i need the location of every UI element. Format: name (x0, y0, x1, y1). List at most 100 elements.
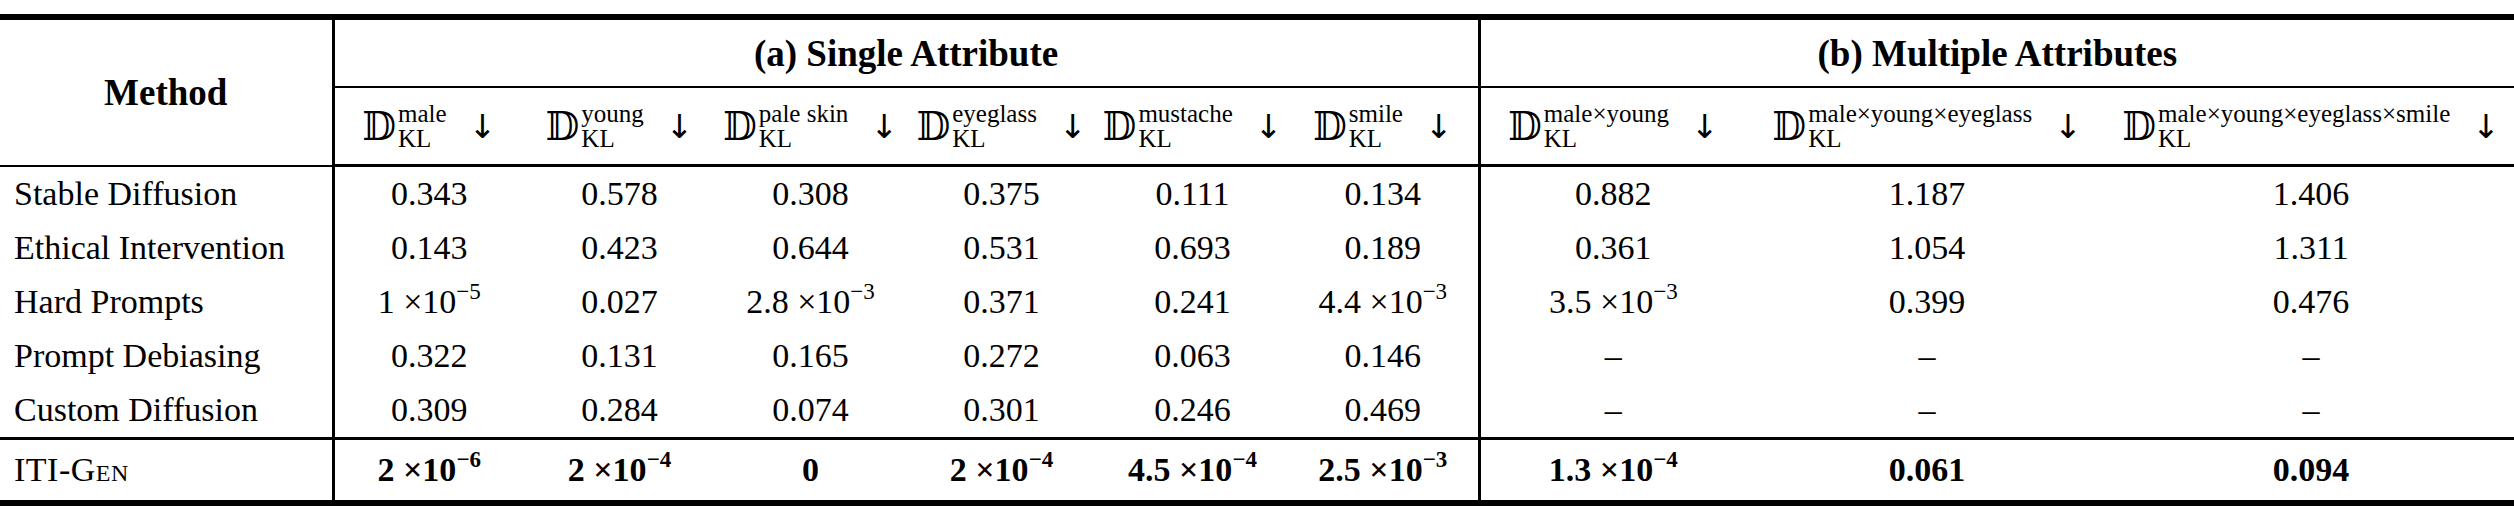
method-label: Prompt Debiasing (0, 329, 333, 383)
cell-value: 0.189 (1288, 221, 1479, 275)
blackboard-d-symbol: 𝔻 (2122, 107, 2156, 146)
cell-value: 0.371 (906, 275, 1097, 329)
col-header-smile: 𝔻smileKL ↓ (1288, 87, 1479, 166)
cell-value: 0.361 (1479, 221, 1746, 275)
method-label: Ethical Intervention (0, 221, 333, 275)
column-header-row: 𝔻maleKL↓ 𝔻youngKL↓ 𝔻pale skinKL↓ 𝔻eyegla… (0, 87, 2514, 166)
col-header-eyeglass: 𝔻eyeglassKL↓ (906, 87, 1097, 166)
attribute-superscript: young (581, 101, 644, 127)
down-arrow-icon: ↓ (2472, 107, 2500, 146)
cell-value: 0.061 (1746, 439, 2108, 504)
cell-value: – (1479, 329, 1746, 383)
cell-value: 2.5 ×10−3 (1288, 439, 1479, 504)
cell-value: 1.054 (1746, 221, 2108, 275)
kl-subscript: KL (2158, 126, 2191, 152)
cell-value: 4.5 ×10−4 (1097, 439, 1288, 504)
cell-value: 0.578 (524, 166, 715, 222)
cell-value: 0.343 (333, 166, 524, 222)
attribute-superscript: eyeglass (952, 101, 1037, 127)
method-column-header: Method (0, 17, 333, 166)
down-arrow-icon: ↓ (1691, 107, 1719, 146)
cell-value: 0.094 (2108, 439, 2514, 504)
cell-value: – (1746, 383, 2108, 439)
cell-value: 0.301 (906, 383, 1097, 439)
cell-value: 3.5 ×10−3 (1479, 275, 1746, 329)
cell-value: 0.322 (333, 329, 524, 383)
table-row-custom-diffusion: Custom Diffusion 0.309 0.284 0.074 0.301… (0, 383, 2514, 439)
cell-value: 0.882 (1479, 166, 1746, 222)
attribute-superscript: male×young×eyeglass×smile (2158, 101, 2450, 127)
cell-value: 0.476 (2108, 275, 2514, 329)
cell-value: 2.8 ×10−3 (715, 275, 906, 329)
col-header-young: 𝔻youngKL ↓ (524, 87, 715, 166)
cell-value: 0.644 (715, 221, 906, 275)
blackboard-d-symbol: 𝔻 (723, 107, 757, 146)
blackboard-d-symbol: 𝔻 (1103, 107, 1137, 146)
cell-value: 1 ×10−5 (333, 275, 524, 329)
cell-value: – (2108, 383, 2514, 439)
cell-value: 0.531 (906, 221, 1097, 275)
down-arrow-icon: ↓ (2054, 107, 2082, 146)
cell-value: 1.187 (1746, 166, 2108, 222)
group-multiple-attributes: (b) Multiple Attributes (1479, 17, 2514, 87)
cell-value: 0.143 (333, 221, 524, 275)
down-arrow-icon: ↓ (666, 107, 694, 146)
method-label: ITI-Gen (0, 439, 333, 504)
cell-value: 1.406 (2108, 166, 2514, 222)
table-row-stable-diffusion: Stable Diffusion 0.343 0.578 0.308 0.375… (0, 166, 2514, 222)
method-label: Stable Diffusion (0, 166, 333, 222)
cell-value: 0.399 (1746, 275, 2108, 329)
cell-value: 0.308 (715, 166, 906, 222)
cell-value: 1.311 (2108, 221, 2514, 275)
cell-value: 2 ×10−4 (906, 439, 1097, 504)
paper-table-page: Method (a) Single Attribute (b) Multiple… (0, 0, 2514, 518)
cell-value: 4.4 ×10−3 (1288, 275, 1479, 329)
table-row-ethical-intervention: Ethical Intervention 0.143 0.423 0.644 0… (0, 221, 2514, 275)
down-arrow-icon: ↓ (1425, 107, 1453, 146)
down-arrow-icon: ↓ (1255, 107, 1283, 146)
cell-value: 0.074 (715, 383, 906, 439)
cell-value: 0.241 (1097, 275, 1288, 329)
cell-value: 2 ×10−4 (524, 439, 715, 504)
table-row-iti-gen: ITI-Gen 2 ×10−6 2 ×10−4 0 2 ×10−4 4.5 ×1… (0, 439, 2514, 504)
attribute-superscript: smile (1349, 101, 1403, 127)
kl-subscript: KL (1544, 126, 1577, 152)
attribute-superscript: pale skin (759, 101, 849, 127)
attribute-superscript: male×young (1544, 101, 1669, 127)
cell-value: 0.272 (906, 329, 1097, 383)
kl-subscript: KL (1349, 126, 1382, 152)
kl-subscript: KL (1138, 126, 1171, 152)
table-row-prompt-debiasing: Prompt Debiasing 0.322 0.131 0.165 0.272… (0, 329, 2514, 383)
cell-value: 0.131 (524, 329, 715, 383)
cell-value: 0.063 (1097, 329, 1288, 383)
blackboard-d-symbol: 𝔻 (1772, 107, 1806, 146)
col-header-mustache: 𝔻mustacheKL↓ (1097, 87, 1288, 166)
col-header-male: 𝔻maleKL↓ (333, 87, 524, 166)
attribute-superscript: male×young×eyeglass (1808, 101, 2032, 127)
cell-value: – (1479, 383, 1746, 439)
cell-value: 0.111 (1097, 166, 1288, 222)
cell-value: 0.246 (1097, 383, 1288, 439)
cell-value: 0.309 (333, 383, 524, 439)
kl-subscript: KL (581, 126, 614, 152)
attribute-superscript: male (398, 101, 447, 127)
col-header-male-young-eyeglass-smile: 𝔻male×young×eyeglass×smileKL ↓ (2108, 87, 2514, 166)
cell-value: – (1746, 329, 2108, 383)
down-arrow-icon: ↓ (469, 107, 497, 146)
group-single-attribute: (a) Single Attribute (333, 17, 1479, 87)
cell-value: 0.146 (1288, 329, 1479, 383)
cell-value: 0.469 (1288, 383, 1479, 439)
cell-value: 0 (715, 439, 906, 504)
method-label: Custom Diffusion (0, 383, 333, 439)
cell-value: 0.027 (524, 275, 715, 329)
kl-subscript: KL (952, 126, 985, 152)
cell-value: 1.3 ×10−4 (1479, 439, 1746, 504)
cell-value: 2 ×10−6 (333, 439, 524, 504)
col-header-male-young-eyeglass: 𝔻male×young×eyeglassKL↓ (1746, 87, 2108, 166)
cell-value: 0.375 (906, 166, 1097, 222)
kl-subscript: KL (398, 126, 431, 152)
blackboard-d-symbol: 𝔻 (546, 107, 580, 146)
blackboard-d-symbol: 𝔻 (1313, 107, 1347, 146)
down-arrow-icon: ↓ (1059, 107, 1087, 146)
table-row-hard-prompts: Hard Prompts 1 ×10−5 0.027 2.8 ×10−3 0.3… (0, 275, 2514, 329)
